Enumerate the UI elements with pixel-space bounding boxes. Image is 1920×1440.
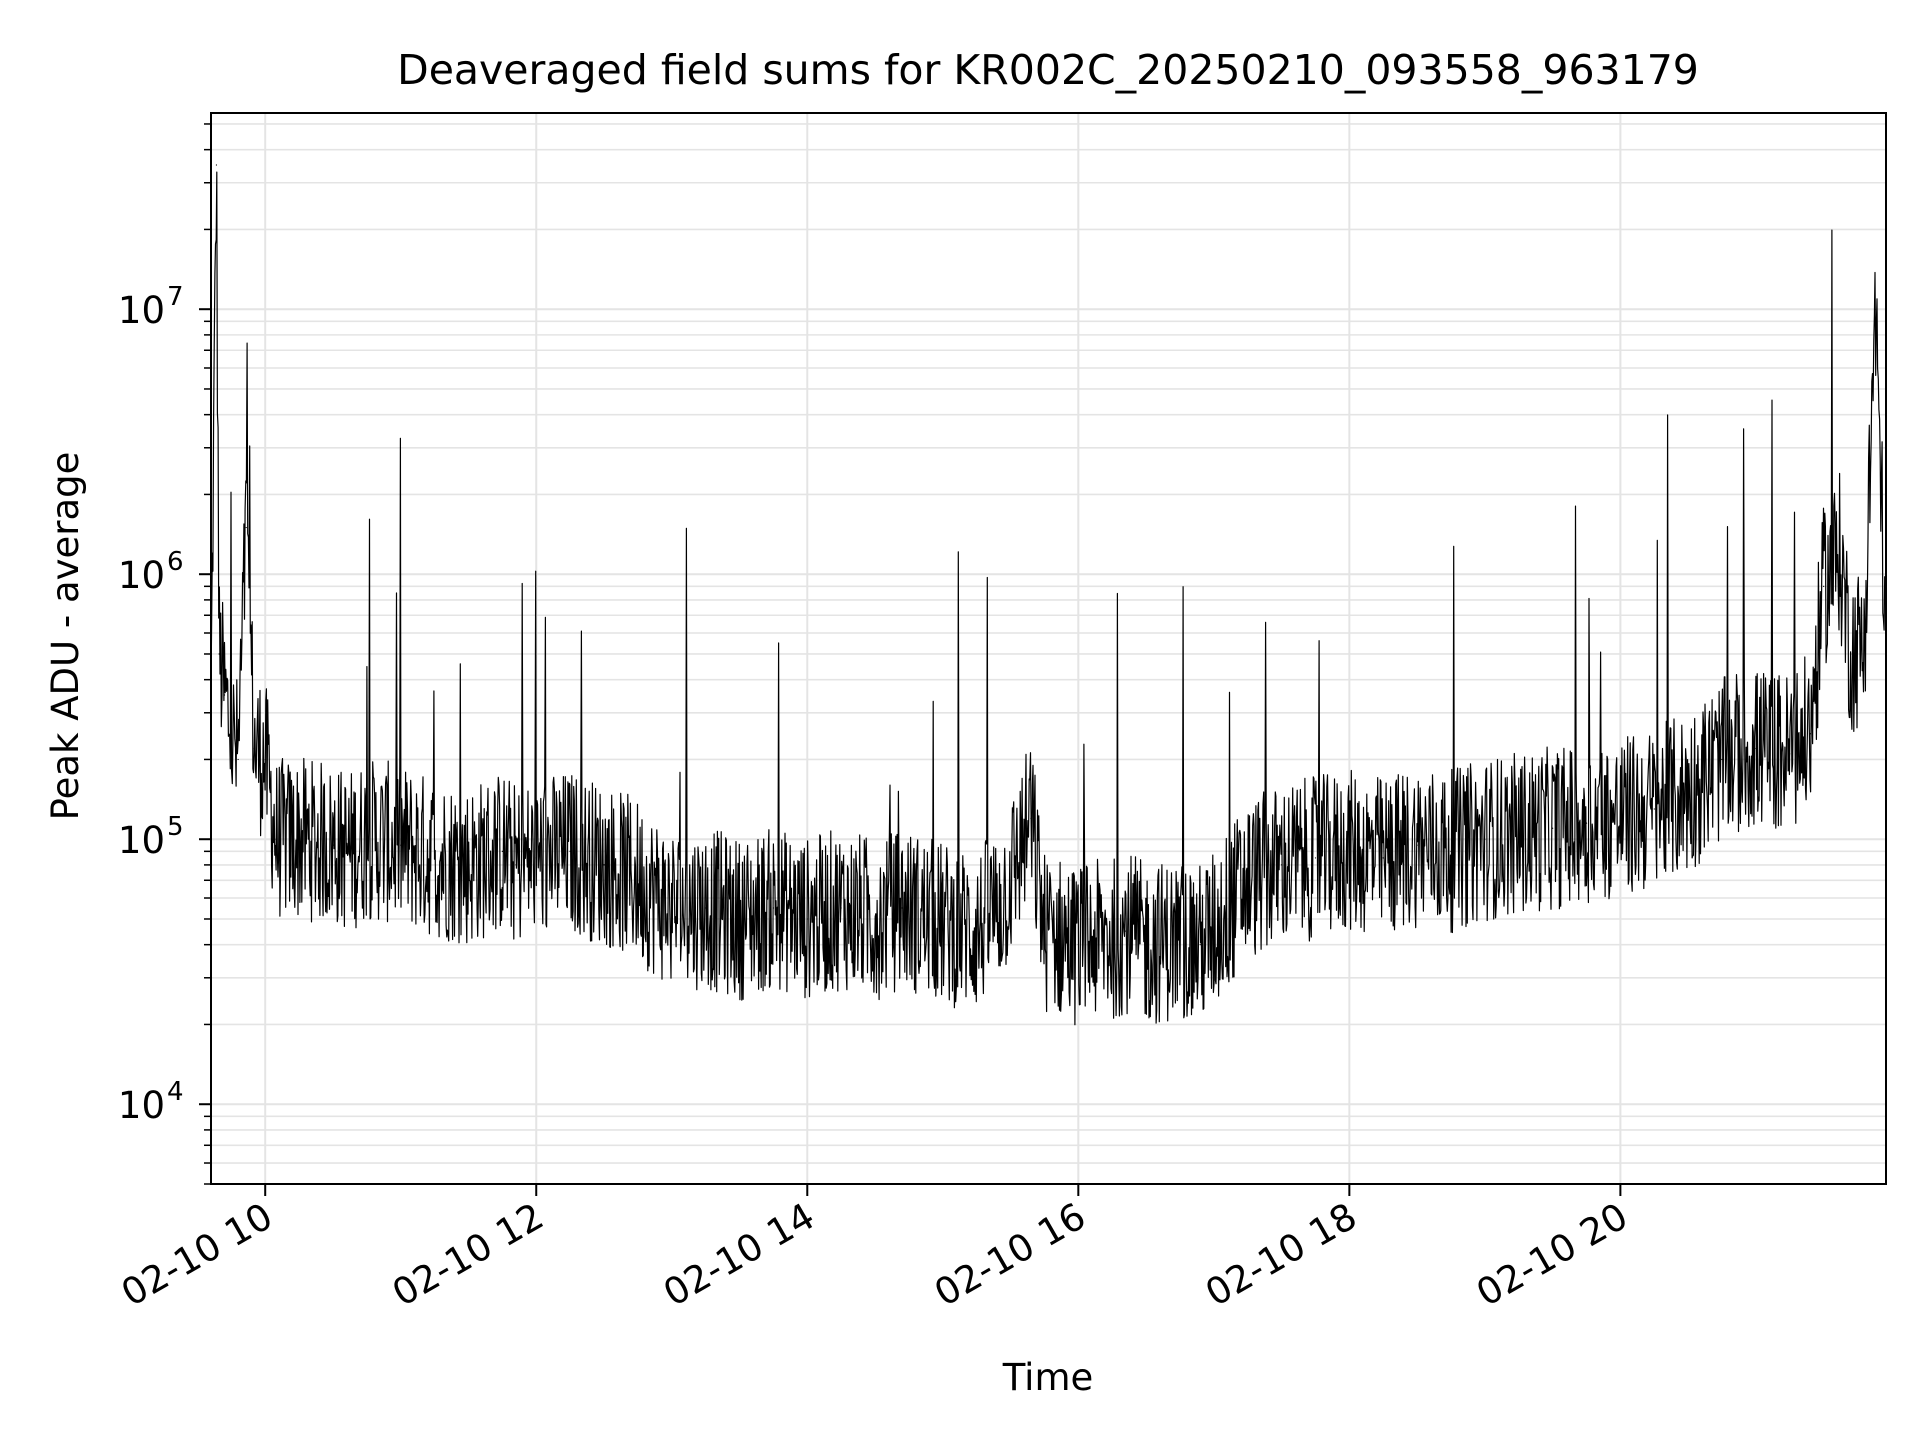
data-point [1280,864,1283,866]
axes [199,112,1887,1196]
x-tick-label: 02-10 20 [1469,1195,1635,1315]
data-point [1111,938,1113,940]
data-point [976,930,978,932]
y-tick-label: 10 [118,1084,165,1127]
data-point [275,838,277,840]
x-tick-label: 02-10 16 [927,1195,1093,1315]
data-point [1839,552,1841,554]
data-point [1789,753,1791,755]
x-tick-label: 02-10 14 [656,1195,822,1315]
data-point [230,733,232,735]
y-tick-label: 10 [118,819,165,862]
data-point [284,838,287,840]
data-point [348,850,350,852]
chart-title: Deaveraged field sums for KR002C_2025021… [397,46,1699,94]
data-point [1382,857,1384,859]
data-point [434,857,436,859]
data-point [1314,857,1317,859]
data-point [1850,653,1852,655]
data-point [1721,758,1723,761]
x-tick-label: 02-10 12 [385,1195,551,1315]
data-point [569,850,571,852]
x-tick-label: 02-10 10 [114,1195,280,1315]
data-point [1552,827,1554,829]
data-point [874,918,876,920]
data-point [1863,642,1865,644]
data-point [1348,850,1350,852]
data-point [1043,930,1046,932]
data-point [942,923,944,925]
data-point [237,758,239,761]
y-tick-exponent: 4 [167,1077,184,1107]
data-point [467,864,470,866]
data-point [1179,938,1181,940]
data-point [1077,944,1079,946]
data-point [738,918,741,920]
data-point [1823,585,1825,587]
data-point [1755,747,1757,750]
data-point [772,907,774,909]
data-point [1809,733,1811,735]
y-tick-label: 10 [118,554,165,597]
data-point [1145,944,1147,946]
data-point [840,907,842,909]
data-point [400,844,402,846]
data-point [264,758,266,761]
data-point [218,653,220,655]
data-point [223,694,226,696]
data-point [1416,844,1418,846]
data-point [1687,791,1689,794]
data-point [705,907,707,909]
data-point [215,164,218,166]
x-axis-label: Time [1002,1356,1094,1399]
y-axis-label: Peak ADU - average [44,452,87,821]
data-point [515,864,517,866]
y-tick-exponent: 5 [167,812,184,842]
data-point [1030,817,1032,819]
data-point [671,907,673,909]
data-point [1484,838,1486,840]
plot-frame [210,112,1887,1185]
data-point [1247,879,1249,881]
data-point [253,747,255,750]
data-point [1518,833,1520,835]
series-trace [210,171,1887,1026]
data-series [210,164,1887,1026]
data-point [535,857,537,859]
y-tick-label: 10 [118,289,165,332]
data-point [1125,930,1127,932]
data-point [1619,817,1621,819]
y-tick-exponent: 7 [167,282,184,312]
data-point [657,897,659,899]
data-point [1450,850,1452,852]
data-point [1213,930,1215,932]
data-point [1199,944,1201,946]
data-point [1585,822,1588,824]
grid [211,113,1886,1185]
data-point [1874,308,1876,310]
data-point [305,838,307,840]
data-point [332,844,334,846]
data-point [637,879,639,881]
data-point [245,526,247,529]
data-point [1003,897,1005,899]
data-point [366,838,368,840]
y-tick-exponent: 6 [167,547,184,577]
data-point [806,918,808,920]
data-point [501,850,503,852]
data-point [1653,808,1655,810]
data-point [603,864,605,866]
data-point [901,907,903,909]
x-tick-label: 02-10 18 [1198,1195,1364,1315]
